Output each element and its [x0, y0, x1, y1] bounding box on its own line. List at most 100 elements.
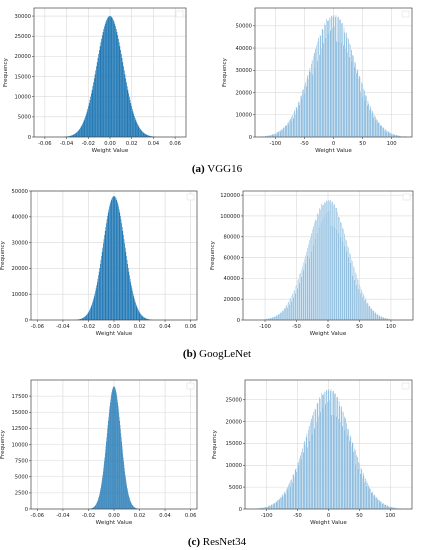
chart-c-left-ytick-label-3: 7500: [15, 458, 28, 464]
chart-a-left-bar-43: [86, 111, 88, 137]
chart-b-right-ytick-label-2: 40000: [223, 276, 240, 282]
chart-a-left-bar-29: [76, 132, 78, 137]
chart-b-left-bar-60: [104, 230, 106, 320]
chart-a-left-xtick-label-2: -0.02: [82, 141, 95, 147]
chart-b-left-bar-81: [117, 204, 119, 320]
chart-b-left-bar-39: [92, 302, 93, 320]
chart-a-left-bar-107: [133, 113, 135, 137]
chart-b-left-bar-19: [79, 319, 81, 320]
chart-b-left-bar-63: [106, 219, 108, 320]
chart-a-left-bar-76: [110, 16, 112, 137]
chart-a-left-bar-18: [68, 136, 70, 137]
chart-b-left-bar-85: [120, 215, 121, 320]
chart-b-left-bar-54: [101, 255, 102, 320]
chart-b-left-bar-30: [86, 314, 88, 320]
chart-a-left-bar-38: [83, 122, 84, 137]
chart-b-right-xtick-label-0: -100: [259, 324, 271, 330]
chart-b-left-ytick-label-3: 30000: [11, 240, 28, 246]
chart-a-left-bar-123: [145, 133, 146, 137]
chart-a-left-bar-58: [97, 58, 99, 138]
chart-b-left-bar-76: [114, 196, 116, 320]
chart-b-left-bar-44: [95, 291, 96, 320]
chart-b-left-bar-68: [109, 204, 111, 320]
chart-a-left-bar-19: [69, 136, 70, 137]
chart-a-left-bar-46: [88, 103, 90, 137]
chart-b-left-bar-67: [109, 206, 110, 320]
chart-b-left-bar-41: [93, 298, 94, 320]
chart-a-left-bar-74: [109, 16, 110, 138]
chart-b-left-xtick-label-4: 0.02: [134, 324, 146, 330]
chart-b-left-bar-106: [132, 293, 134, 320]
chart-b-left-bar-46: [96, 285, 97, 320]
chart-a-left-ytick-label-5: 25000: [14, 34, 31, 40]
chart-a-right-ytick-label-0: 0: [249, 135, 252, 141]
chart-b-left-bar-70: [110, 200, 112, 320]
chart-a-left-bar-129: [149, 135, 151, 137]
chart-a-left-bar-42: [85, 113, 87, 137]
chart-a-right-xlabel: Weight Value: [315, 148, 352, 154]
chart-b-left-bar-26: [84, 316, 85, 320]
chart-c-left-legend: [186, 382, 195, 390]
chart-b-left-bar-45: [95, 288, 97, 320]
chart-b-left-bar-37: [90, 306, 92, 320]
chart-c-left-xtick-label-3: 0.00: [108, 513, 120, 519]
chart-b-left-bar-115: [138, 310, 139, 320]
chart-b-left-bar-90: [123, 235, 124, 320]
chart-b-left-bar-91: [123, 239, 125, 320]
chart-a-right-ytick-label-2: 20000: [235, 90, 252, 96]
chart-a-left-bar-70: [106, 19, 108, 137]
chart-b-left-bar-128: [146, 318, 147, 320]
chart-a-left-bar-69: [105, 21, 107, 138]
chart-b-left-bar-87: [121, 223, 122, 320]
chart-b-right-xtick-label-4: 100: [386, 324, 396, 330]
chart-a-left-bar-127: [147, 135, 149, 137]
chart-a-left-bar-120: [142, 132, 144, 137]
chart-a-left-bar-26: [74, 133, 75, 137]
chart-a-left-bar-52: [93, 82, 94, 137]
chart-b-right-ylabel: Frequency: [210, 240, 216, 270]
chart-c-left-xtick-label-5: 0.04: [159, 513, 171, 519]
chart-a-right-xtick-label-1: -50: [300, 141, 308, 147]
chart-b-left-bar-42: [93, 296, 95, 320]
chart-a-left-bar-61: [99, 46, 101, 138]
chart-a-left-bar-119: [142, 131, 143, 137]
chart-a-left-bar-87: [118, 42, 120, 137]
chart-b-left-bar-48: [97, 278, 99, 320]
caption-b-letter: (b): [182, 348, 197, 360]
chart-a-left-bar-54: [94, 74, 96, 137]
chart-b-left-xtick-label-5: 0.04: [159, 324, 171, 330]
caption-a-letter: (a): [191, 163, 205, 175]
chart-c-right-ytick-label-5: 25000: [225, 397, 242, 403]
chart-a-right-ytick-label-4: 40000: [235, 46, 252, 52]
chart-a-left-bar-106: [132, 111, 134, 137]
chart-a-left-bar-81: [114, 23, 116, 138]
chart-a-right-xtick-label-0: -100: [269, 141, 281, 147]
chart-b-left-bar-52: [100, 264, 101, 320]
chart-c-left-ylabel: Frequency: [0, 429, 6, 459]
chart-c-left-xlabel: Weight Value: [96, 520, 133, 526]
chart-a-left-bar-84: [116, 32, 118, 137]
chart-b-left-bar-105: [132, 291, 133, 320]
chart-b-left-bar-89: [122, 230, 124, 320]
chart-a-left-bar-39: [83, 120, 85, 137]
chart-a-left-bar-24: [72, 134, 74, 137]
chart-b-left-bar-18: [79, 319, 80, 320]
chart-b-left-bar-111: [135, 304, 137, 320]
caption-b: (b) GoogLeNet: [0, 348, 434, 360]
chart-b-right-xtick-label-3: 50: [356, 324, 363, 330]
chart-b-left-bar-116: [138, 311, 140, 320]
chart-b-right-ytick-label-6: 120000: [220, 193, 240, 199]
chart-a-left-bar-77: [111, 17, 113, 138]
chart-a-left-bar-97: [126, 82, 127, 137]
chart-b-left-bar-69: [110, 201, 111, 320]
chart-a-right-ytick-label-1: 10000: [235, 113, 252, 119]
chart-a-left-bar-49: [91, 93, 92, 137]
chart-b-left-bar-84: [119, 212, 121, 320]
chart-a-left-bar-71: [107, 18, 108, 138]
chart-b-left-xlabel: Weight Value: [96, 331, 133, 337]
chart-b-left-bar-72: [112, 197, 113, 320]
chart-a-left-bar-23: [72, 135, 73, 137]
chart-a-left-bar-92: [122, 62, 124, 137]
chart-a-left-bar-51: [92, 86, 94, 137]
